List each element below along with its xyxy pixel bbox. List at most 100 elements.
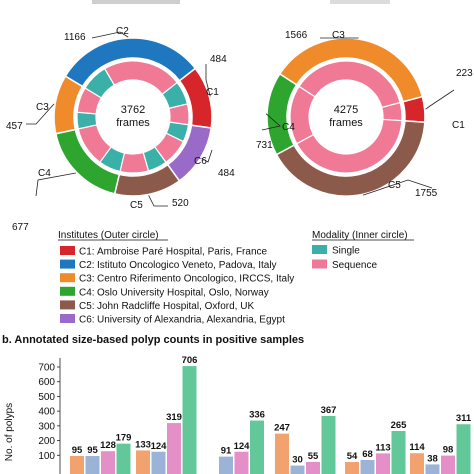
bar-y-tick-label: 400 <box>38 407 55 418</box>
donut-2-outer-slice-c3 <box>278 37 424 103</box>
donut-1-center-value: 3762 <box>121 104 145 116</box>
bar-value-label: 30 <box>292 455 303 466</box>
bar <box>360 459 375 474</box>
donut-1-value-c3: 457 <box>6 121 23 132</box>
donut-1-inner-sequence-c2 <box>103 60 178 96</box>
legend-name-c1: Ambroise Paré Hospital, Paris, France <box>97 247 268 258</box>
bar-value-label: 95 <box>87 445 98 456</box>
donut-2-label-c4: C4 <box>282 122 295 133</box>
legend-code-c5: C5: <box>79 301 95 312</box>
bar <box>425 464 440 474</box>
donut-1-labels: 484 C1 484 C6 520 C5 677 C4 457 C3 1166 C2 <box>6 26 235 233</box>
bar-y-tick-label: 700 <box>38 363 55 374</box>
header-strip-left <box>92 0 180 4</box>
legend-code-c3: C3: <box>79 274 95 285</box>
bar-y-tick-label: 600 <box>38 377 55 388</box>
header-strip-right <box>330 0 390 4</box>
bar-value-label: 124 <box>234 441 251 452</box>
bar-value-label: 54 <box>347 451 358 462</box>
bar-chart-title: b. Annotated size-based polyp counts in … <box>2 334 304 346</box>
bar <box>116 443 131 474</box>
legend-name-c5: John Radcliffe Hospital, Oxford, UK <box>97 301 254 312</box>
bar-value-label: 706 <box>182 355 198 366</box>
modality-legend: Modality (Inner circle) Single Sequence <box>312 230 414 271</box>
legend-swatch-sequence <box>312 259 327 269</box>
bar-value-label: 124 <box>151 441 168 452</box>
donut-2-labels: 223 C1 1755 C5 731 C4 1566 C3 <box>256 30 473 199</box>
donut-1-inner-ring <box>76 60 190 174</box>
bar <box>250 420 264 474</box>
bar-value-label: 113 <box>375 442 390 453</box>
donut-2-inner-sequence-c3 <box>298 60 401 109</box>
bar-value-label: 133 <box>135 439 151 450</box>
donut-2-leader-c1 <box>425 89 455 110</box>
bar-y-tick-label: 500 <box>38 392 55 403</box>
bar <box>290 465 305 474</box>
bar <box>70 456 84 474</box>
bar-value-label: 114 <box>409 442 425 453</box>
modality-legend-title: Modality (Inner circle) <box>312 230 408 241</box>
bar-value-label: 95 <box>72 445 83 456</box>
donut-2-inner-ring <box>289 60 403 174</box>
donut-1-leader-c5 <box>148 195 168 207</box>
donut-chart-2: 223 C1 1755 C5 731 C4 1566 C3 4275 frames <box>256 30 473 199</box>
donut-2-outer-ring <box>266 37 426 197</box>
bar <box>151 451 166 474</box>
bar-value-label: 319 <box>166 412 182 423</box>
legend-swatch-single <box>312 245 327 254</box>
bar <box>321 415 336 474</box>
donut-2-center-unit: frames <box>329 117 363 129</box>
bar-value-label: 98 <box>443 445 454 456</box>
bar <box>376 453 390 474</box>
donut-1-label-c3: C3 <box>36 102 49 113</box>
donut-1-leader-c6 <box>201 149 213 163</box>
donut-1-label-c6: C6 <box>194 156 207 167</box>
bar-chart-ylabel: No. of polyps <box>4 403 15 461</box>
donut-chart-1: 484 C1 484 C6 520 C5 677 C4 457 C3 1166 C2 3762 fra… <box>6 26 235 233</box>
legend-label-single: Single <box>332 246 360 257</box>
donut-2-leader-c4 <box>261 113 281 131</box>
bar-chart-axes: 100 200 300 400 500 600 700 <box>38 358 61 474</box>
legend-swatch-c6 <box>60 314 75 323</box>
bar <box>441 455 455 474</box>
donut-2-inner-sequence-c5 <box>295 118 403 174</box>
legend-name-c3: Centro Riferimento Oncologico, IRCCS, It… <box>97 274 294 285</box>
bar-value-label: 336 <box>249 410 265 421</box>
bar-value-label: 68 <box>362 449 373 460</box>
bar <box>136 450 150 474</box>
donut-1-value-c1: 484 <box>210 54 227 65</box>
donut-1-label-c4: C4 <box>38 168 51 179</box>
institutes-legend-title: Institutes (Outer circle) <box>58 230 159 241</box>
donut-1-outer-ring <box>53 37 213 197</box>
bar-value-label: 265 <box>391 420 408 431</box>
donut-1-center-unit: frames <box>116 117 150 129</box>
donut-1-outer-slice-c2 <box>64 37 197 88</box>
donut-1-value-c6: 484 <box>218 168 235 179</box>
bar-y-tick-label: 100 <box>38 451 55 462</box>
donut-2-value-c3: 1566 <box>285 30 308 41</box>
bar-value-label: 91 <box>221 446 232 457</box>
bar <box>85 456 100 474</box>
donut-2-label-c5: C5 <box>388 180 401 191</box>
bar-value-label: 367 <box>321 405 337 416</box>
legend-name-c4: Oslo University Hospital, Oslo, Norway <box>97 287 269 298</box>
donut-1-leader-c2 <box>91 31 129 39</box>
donut-1-leader-c1 <box>205 64 211 97</box>
legend-code-c4: C4: <box>79 287 95 298</box>
legend-label-sequence: Sequence <box>332 260 377 271</box>
donut-2-value-c5: 1755 <box>415 188 438 199</box>
legend-name-c2: Istituto Oncologico Veneto, Padova, Ital… <box>97 260 277 271</box>
bar-value-label: 311 <box>456 413 472 424</box>
donut-2-label-c3: C3 <box>332 30 345 41</box>
bar <box>219 456 233 474</box>
bar-value-label: 179 <box>116 433 132 444</box>
bar-y-tick-label: 200 <box>38 436 55 447</box>
donut-2-value-c4: 731 <box>256 140 273 151</box>
bar-y-tick-label: 300 <box>38 421 55 432</box>
legend-swatch-c2 <box>60 259 75 269</box>
institutes-legend: Institutes (Outer circle) C1: Ambroise Pa… <box>58 230 294 326</box>
bar <box>101 451 115 474</box>
